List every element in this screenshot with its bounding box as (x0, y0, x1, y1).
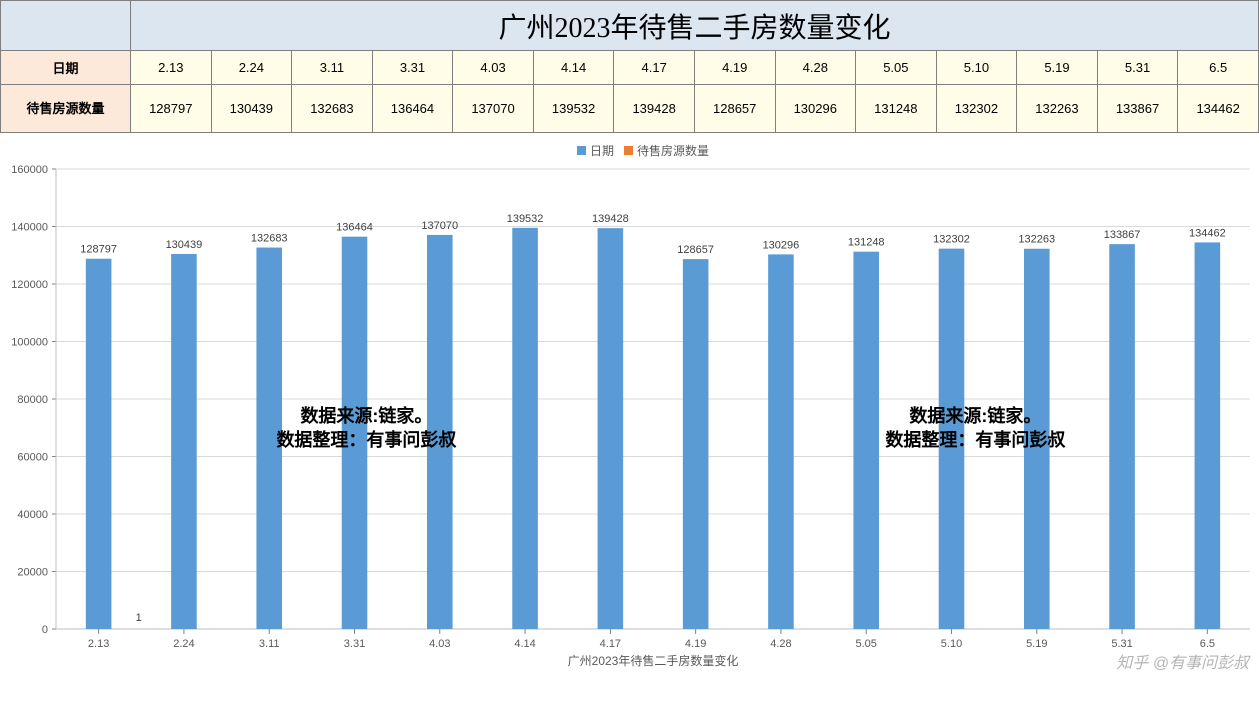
svg-text:广州2023年待售二手房数量变化: 广州2023年待售二手房数量变化 (568, 653, 739, 668)
svg-text:40000: 40000 (17, 509, 48, 521)
date-cell: 5.05 (856, 51, 937, 85)
svg-text:5.19: 5.19 (1026, 638, 1047, 650)
svg-text:140000: 140000 (11, 222, 48, 234)
value-cell: 133867 (1097, 85, 1178, 133)
svg-text:2.24: 2.24 (173, 638, 194, 650)
svg-text:133867: 133867 (1104, 229, 1141, 241)
svg-text:20000: 20000 (17, 567, 48, 579)
value-cell: 139428 (614, 85, 695, 133)
date-cell: 3.31 (372, 51, 453, 85)
bar (171, 254, 197, 629)
svg-text:132302: 132302 (933, 234, 970, 246)
value-cell: 128797 (131, 85, 212, 133)
bar (598, 228, 624, 629)
svg-text:131248: 131248 (848, 237, 885, 249)
svg-text:100000: 100000 (11, 337, 48, 349)
svg-text:134462: 134462 (1189, 227, 1226, 239)
svg-text:日期: 日期 (590, 144, 614, 158)
svg-text:132683: 132683 (251, 233, 288, 245)
svg-text:3.11: 3.11 (259, 638, 280, 650)
date-cell: 4.03 (453, 51, 534, 85)
value-row: 待售房源数量 128797130439132683136464137070139… (1, 85, 1259, 133)
chart-container: 0 20000 40000 60000 80000 100000 120000 140000 1… (0, 139, 1259, 679)
svg-text:139532: 139532 (507, 213, 544, 225)
bar-chart: 0 20000 40000 60000 80000 100000 120000 140000 1… (0, 139, 1259, 679)
svg-text:130439: 130439 (166, 239, 203, 251)
date-cell: 6.5 (1178, 51, 1259, 85)
value-cell: 134462 (1178, 85, 1259, 133)
bar (86, 259, 112, 629)
date-cell: 4.14 (533, 51, 614, 85)
svg-text:128657: 128657 (677, 244, 714, 256)
svg-text:4.14: 4.14 (514, 638, 535, 650)
svg-text:80000: 80000 (17, 394, 48, 406)
value-cell: 130439 (211, 85, 292, 133)
svg-text:数据整理：有事问彭叔: 数据整理：有事问彭叔 (885, 429, 1066, 450)
svg-text:0: 0 (42, 624, 48, 636)
svg-text:4.28: 4.28 (770, 638, 791, 650)
value-cell: 137070 (453, 85, 534, 133)
title-corner (1, 1, 131, 51)
svg-text:数据来源:链家。: 数据来源:链家。 (300, 405, 432, 426)
svg-text:3.31: 3.31 (344, 638, 365, 650)
value-cell: 139532 (533, 85, 614, 133)
date-cell: 5.31 (1097, 51, 1178, 85)
svg-text:136464: 136464 (336, 222, 373, 234)
date-cell: 4.19 (694, 51, 775, 85)
svg-text:132263: 132263 (1018, 234, 1055, 246)
value-cell: 131248 (856, 85, 937, 133)
svg-text:数据整理：有事问彭叔: 数据整理：有事问彭叔 (276, 429, 457, 450)
bar (853, 252, 879, 629)
data-table: 广州2023年待售二手房数量变化 日期 2.132.243.113.314.03… (0, 0, 1259, 133)
svg-text:160000: 160000 (11, 164, 48, 176)
date-cell: 2.24 (211, 51, 292, 85)
svg-text:60000: 60000 (17, 452, 48, 464)
svg-text:2.13: 2.13 (88, 638, 109, 650)
date-row-label: 日期 (1, 51, 131, 85)
value-row-label: 待售房源数量 (1, 85, 131, 133)
value-cell: 136464 (372, 85, 453, 133)
svg-text:1: 1 (136, 612, 142, 624)
svg-text:128797: 128797 (80, 244, 117, 256)
svg-text:4.03: 4.03 (429, 638, 450, 650)
svg-text:5.05: 5.05 (856, 638, 877, 650)
value-cell: 128657 (694, 85, 775, 133)
title-row: 广州2023年待售二手房数量变化 (1, 1, 1259, 51)
svg-text:4.19: 4.19 (685, 638, 706, 650)
date-cell: 5.19 (1017, 51, 1098, 85)
value-cell: 132302 (936, 85, 1017, 133)
svg-text:4.17: 4.17 (600, 638, 621, 650)
svg-text:137070: 137070 (421, 220, 458, 232)
corner-watermark: 知乎 @有事问彭叔 (1116, 649, 1249, 673)
value-cell: 130296 (775, 85, 856, 133)
value-cell: 132683 (292, 85, 373, 133)
bar (1109, 244, 1135, 629)
svg-text:120000: 120000 (11, 279, 48, 291)
svg-text:待售房源数量: 待售房源数量 (637, 143, 709, 158)
date-cell: 5.10 (936, 51, 1017, 85)
bar (683, 259, 709, 629)
root: 广州2023年待售二手房数量变化 日期 2.132.243.113.314.03… (0, 0, 1259, 679)
bar (768, 254, 794, 629)
bar (512, 228, 538, 629)
date-cell: 4.28 (775, 51, 856, 85)
value-cell: 132263 (1017, 85, 1098, 133)
date-cell: 3.11 (292, 51, 373, 85)
svg-text:139428: 139428 (592, 213, 629, 225)
svg-text:130296: 130296 (763, 239, 800, 251)
date-row: 日期 2.132.243.113.314.034.144.174.194.285… (1, 51, 1259, 85)
table-title: 广州2023年待售二手房数量变化 (131, 1, 1259, 51)
bar (1195, 242, 1221, 629)
svg-text:5.10: 5.10 (941, 638, 962, 650)
date-cell: 2.13 (131, 51, 212, 85)
svg-text:数据来源:链家。: 数据来源:链家。 (909, 405, 1041, 426)
date-cell: 4.17 (614, 51, 695, 85)
